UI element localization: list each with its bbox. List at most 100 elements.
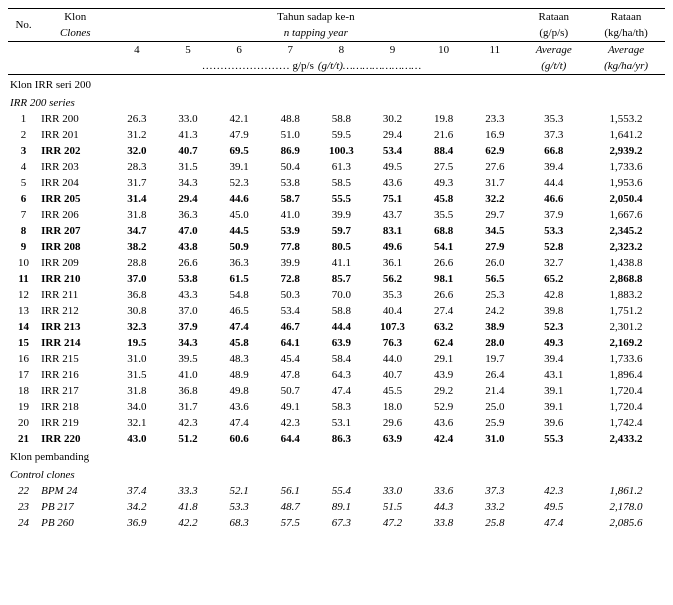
value-y8: 44.4: [316, 319, 367, 335]
value-y5: 47.0: [162, 223, 213, 239]
row-no: 5: [8, 175, 39, 191]
value-y7: 49.1: [265, 399, 316, 415]
value-y6: 50.9: [214, 239, 265, 255]
value-y8: 86.3: [316, 431, 367, 447]
value-y4: 28.3: [111, 159, 162, 175]
value-y7: 48.8: [265, 111, 316, 127]
row-no: 24: [8, 515, 39, 531]
value-y7: 77.8: [265, 239, 316, 255]
clone-name: IRR 209: [39, 255, 111, 271]
avg-gps: 39.6: [520, 415, 587, 431]
value-y5: 40.7: [162, 143, 213, 159]
unit-gps: …………………… g/p/s: [111, 58, 316, 75]
avg-kgha: 2,050.4: [587, 191, 665, 207]
year-7: 7: [265, 42, 316, 59]
row-no: 6: [8, 191, 39, 207]
avg-kgha: 2,939.2: [587, 143, 665, 159]
value-y11: 25.0: [469, 399, 520, 415]
row-no: 16: [8, 351, 39, 367]
col-avg-kgha: Rataan: [587, 9, 665, 26]
value-y9: 49.6: [367, 239, 418, 255]
value-y5: 29.4: [162, 191, 213, 207]
value-y11: 32.2: [469, 191, 520, 207]
avg-kgha: 2,085.6: [587, 515, 665, 531]
value-y6: 61.5: [214, 271, 265, 287]
value-y11: 26.0: [469, 255, 520, 271]
row-no: 13: [8, 303, 39, 319]
avg-kgha: 1,733.6: [587, 351, 665, 367]
avg-gps: 37.9: [520, 207, 587, 223]
value-y4: 38.2: [111, 239, 162, 255]
value-y5: 41.0: [162, 367, 213, 383]
value-y6: 42.1: [214, 111, 265, 127]
clone-name: IRR 211: [39, 287, 111, 303]
value-y5: 53.8: [162, 271, 213, 287]
avg-kgha: 1,720.4: [587, 383, 665, 399]
value-y7: 53.9: [265, 223, 316, 239]
clone-name: IRR 203: [39, 159, 111, 175]
value-y10: 21.6: [418, 127, 469, 143]
value-y7: 53.4: [265, 303, 316, 319]
value-y4: 30.8: [111, 303, 162, 319]
value-y5: 42.3: [162, 415, 213, 431]
value-y6: 68.3: [214, 515, 265, 531]
value-y6: 46.5: [214, 303, 265, 319]
value-y8: 63.9: [316, 335, 367, 351]
table-row: 19IRR 21834.031.743.649.158.318.052.925.…: [8, 399, 665, 415]
value-y7: 45.4: [265, 351, 316, 367]
value-y11: 25.3: [469, 287, 520, 303]
avg-kgha: 1,953.6: [587, 175, 665, 191]
row-no: 19: [8, 399, 39, 415]
value-y9: 63.9: [367, 431, 418, 447]
avg-gps: 46.6: [520, 191, 587, 207]
table-row: 13IRR 21230.837.046.553.458.840.427.424.…: [8, 303, 665, 319]
value-y11: 37.3: [469, 483, 520, 499]
avg-kgha: 1,861.2: [587, 483, 665, 499]
value-y10: 26.6: [418, 287, 469, 303]
avg-kgha: 1,742.4: [587, 415, 665, 431]
value-y9: 56.2: [367, 271, 418, 287]
row-no: 17: [8, 367, 39, 383]
value-y11: 25.8: [469, 515, 520, 531]
value-y8: 53.1: [316, 415, 367, 431]
value-y8: 70.0: [316, 287, 367, 303]
col-avg-gps: Rataan: [520, 9, 587, 26]
value-y7: 58.7: [265, 191, 316, 207]
year-6: 6: [214, 42, 265, 59]
value-y9: 40.4: [367, 303, 418, 319]
avg-gps: 52.3: [520, 319, 587, 335]
value-y8: 67.3: [316, 515, 367, 531]
clone-name: IRR 204: [39, 175, 111, 191]
value-y8: 58.5: [316, 175, 367, 191]
avg-gps: 39.8: [520, 303, 587, 319]
row-no: 8: [8, 223, 39, 239]
value-y6: 45.8: [214, 335, 265, 351]
section-heading: IRR 200 series: [8, 93, 665, 111]
value-y10: 98.1: [418, 271, 469, 287]
table-row: 9IRR 20838.243.850.977.880.549.654.127.9…: [8, 239, 665, 255]
avg-kgha: 1,896.4: [587, 367, 665, 383]
value-y4: 31.7: [111, 175, 162, 191]
avg-gps: 47.4: [520, 515, 587, 531]
value-y10: 62.4: [418, 335, 469, 351]
avg-kgha: 1,720.4: [587, 399, 665, 415]
table-row: 10IRR 20928.826.636.339.941.136.126.626.…: [8, 255, 665, 271]
clone-name: IRR 220: [39, 431, 111, 447]
value-y6: 36.3: [214, 255, 265, 271]
value-y7: 56.1: [265, 483, 316, 499]
value-y9: 49.5: [367, 159, 418, 175]
value-y10: 26.6: [418, 255, 469, 271]
clone-name: IRR 208: [39, 239, 111, 255]
value-y6: 47.4: [214, 319, 265, 335]
value-y6: 52.3: [214, 175, 265, 191]
value-y4: 36.9: [111, 515, 162, 531]
clone-yield-table: No. Klon Tahun sadap ke-n Rataan Rataan …: [8, 8, 665, 531]
value-y6: 60.6: [214, 431, 265, 447]
value-y9: 18.0: [367, 399, 418, 415]
table-row: 6IRR 20531.429.444.658.755.575.145.832.2…: [8, 191, 665, 207]
value-y11: 56.5: [469, 271, 520, 287]
row-no: 11: [8, 271, 39, 287]
row-no: 9: [8, 239, 39, 255]
value-y5: 37.0: [162, 303, 213, 319]
value-y6: 45.0: [214, 207, 265, 223]
